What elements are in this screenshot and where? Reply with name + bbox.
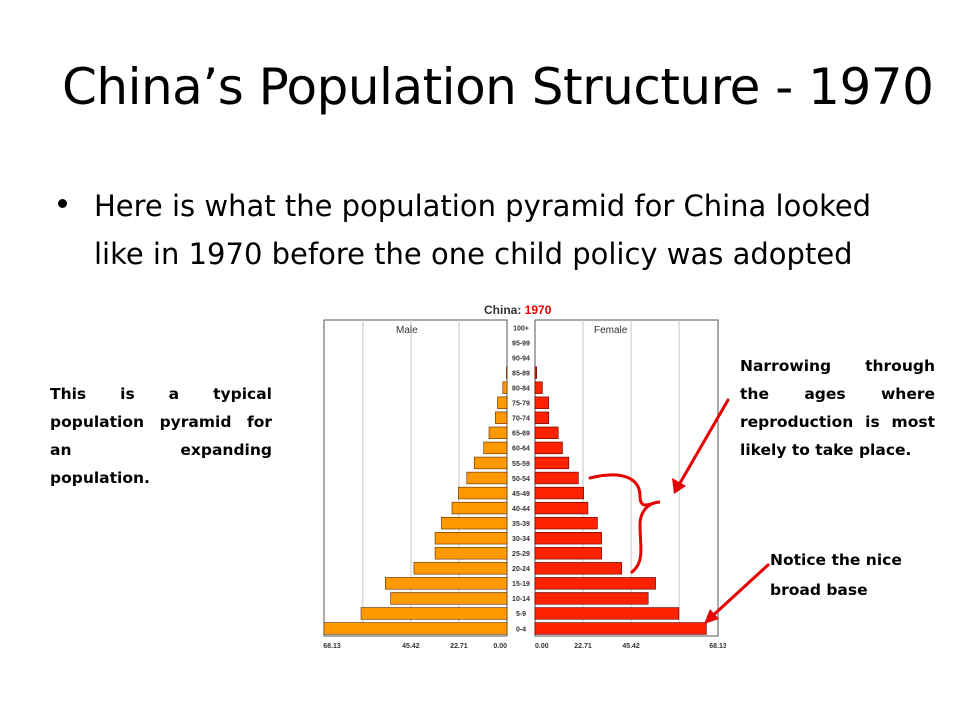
bar-female-40-44 xyxy=(534,501,589,515)
bar-female-55-59 xyxy=(534,456,570,470)
bar-female-70-74 xyxy=(534,411,550,424)
bar-male-60-64 xyxy=(483,441,508,455)
tick-right-3: 68.13 xyxy=(709,643,726,650)
bar-female-35-39 xyxy=(534,516,598,530)
bar-male-85-89 xyxy=(506,366,508,379)
age-label-90-94: 90-94 xyxy=(512,355,530,362)
note-broad-base: Notice the nice broad base xyxy=(770,551,902,599)
population-pyramid-chart: China: 1970 Male Female 100+ 95-99 90-94 85-89… xyxy=(323,303,726,650)
chart-title: China: 1970 xyxy=(484,303,552,317)
bar-male-70-74 xyxy=(495,411,508,424)
age-label-95-99: 95-99 xyxy=(512,340,530,347)
bar-female-65-69 xyxy=(534,426,559,440)
age-label-75-79: 75-79 xyxy=(512,401,530,408)
age-label-0-4: 0-4 xyxy=(516,626,526,633)
bar-female-75-79 xyxy=(534,396,550,409)
age-label-40-44: 40-44 xyxy=(512,506,530,513)
bar-female-20-24 xyxy=(534,562,623,575)
age-label-10-14: 10-14 xyxy=(512,596,530,603)
age-label-5-9: 5-9 xyxy=(516,611,526,618)
age-label-45-49: 45-49 xyxy=(512,491,530,498)
bar-male-0-4 xyxy=(323,622,508,635)
age-label-65-69: 65-69 xyxy=(512,431,530,438)
tick-right-1: 22.71 xyxy=(574,643,592,650)
bar-female-60-64 xyxy=(534,441,563,455)
note-typical-pyramid: This is a typical population pyramid for… xyxy=(50,385,272,487)
tick-left-2: 22.71 xyxy=(450,643,468,650)
bar-female-5-9 xyxy=(534,607,680,620)
age-label-50-54: 50-54 xyxy=(512,476,530,483)
age-label-30-34: 30-34 xyxy=(512,536,530,543)
note-narrowing: Narrowing through the ages where reprodu… xyxy=(740,357,935,459)
brace-curve xyxy=(588,473,661,574)
chart-title-year: 1970 xyxy=(525,303,552,317)
bullet-text: Here is what the population pyramid for … xyxy=(94,189,872,271)
tick-left-3: 0.00 xyxy=(493,643,507,650)
bar-female-45-49 xyxy=(534,486,584,500)
bar-male-25-29 xyxy=(434,547,508,560)
age-label-15-19: 15-19 xyxy=(512,581,530,588)
bar-female-80-84 xyxy=(534,381,543,394)
slide-title: China’s Population Structure - 1970 xyxy=(62,58,934,116)
bar-male-20-24 xyxy=(413,562,508,575)
bar-female-15-19 xyxy=(534,577,656,590)
arrow-narrowing-head xyxy=(672,478,686,494)
age-label-70-74: 70-74 xyxy=(512,416,530,423)
male-label: Male xyxy=(396,325,418,336)
bar-male-5-9 xyxy=(360,607,508,620)
age-label-20-24: 20-24 xyxy=(512,566,530,573)
bar-male-40-44 xyxy=(451,501,508,515)
tick-left-0: 68.13 xyxy=(323,643,341,650)
bar-male-35-39 xyxy=(441,516,508,530)
bar-male-50-54 xyxy=(466,471,508,485)
age-label-25-29: 25-29 xyxy=(512,551,530,558)
age-label-55-59: 55-59 xyxy=(512,461,530,468)
bar-male-75-79 xyxy=(497,396,508,409)
age-label-35-39: 35-39 xyxy=(512,521,530,528)
bar-male-10-14 xyxy=(390,592,508,605)
tick-right-2: 45.42 xyxy=(622,643,640,650)
bar-female-25-29 xyxy=(534,547,602,560)
arrow-narrowing-line xyxy=(674,398,730,492)
age-label-100+: 100+ xyxy=(513,325,529,332)
tick-left-1: 45.42 xyxy=(402,643,420,650)
bar-female-85-89 xyxy=(534,366,537,379)
tick-right-0: 0.00 xyxy=(535,643,549,650)
bar-male-65-69 xyxy=(488,426,508,440)
age-label-85-89: 85-89 xyxy=(512,370,530,377)
bar-male-55-59 xyxy=(473,456,508,470)
age-label-80-84: 80-84 xyxy=(512,386,530,393)
bar-male-15-19 xyxy=(385,577,508,590)
arrow-base-head xyxy=(704,609,719,624)
age-label-60-64: 60-64 xyxy=(512,446,530,453)
arrowheads xyxy=(672,478,719,624)
bar-female-30-34 xyxy=(534,532,602,545)
bullet-dot xyxy=(58,199,67,208)
bar-female-0-4 xyxy=(534,622,707,635)
arrow-base-line xyxy=(706,563,770,622)
bar-female-50-54 xyxy=(534,471,579,485)
bar-female-10-14 xyxy=(534,592,649,605)
bar-male-45-49 xyxy=(458,486,508,500)
bar-male-30-34 xyxy=(434,532,508,545)
bar-male-80-84 xyxy=(502,381,508,394)
female-label: Female xyxy=(594,325,628,336)
